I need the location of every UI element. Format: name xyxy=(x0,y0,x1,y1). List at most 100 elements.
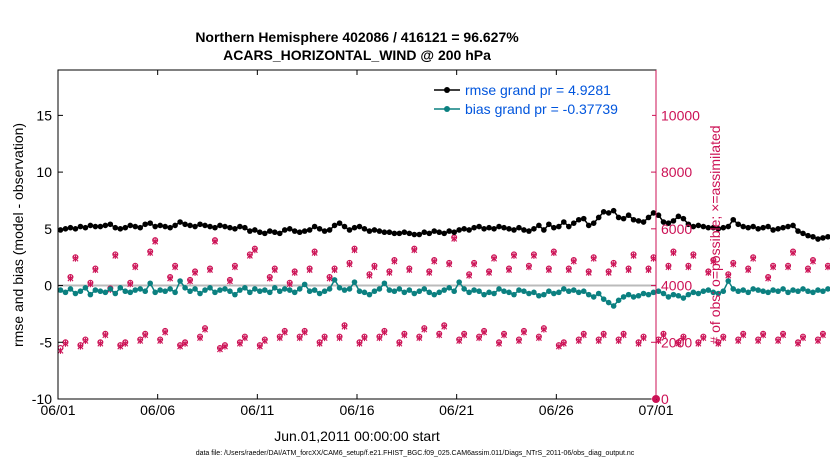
rmse-point xyxy=(351,224,358,231)
rmse-point xyxy=(137,224,144,231)
obs-assimilated-point xyxy=(311,249,318,257)
rmse-point xyxy=(321,228,328,234)
rmse-point xyxy=(361,226,368,232)
bias-point xyxy=(670,291,677,298)
obs-assimilated-point xyxy=(316,340,323,347)
rmse-point xyxy=(670,218,677,224)
bias-point xyxy=(605,299,612,306)
y-right-tick-label: 2000 xyxy=(661,334,692,350)
rmse-point xyxy=(715,226,722,232)
obs-assimilated-point xyxy=(426,269,433,276)
bias-point xyxy=(561,286,567,292)
rmse-point xyxy=(700,223,707,230)
bias-point xyxy=(306,288,313,295)
obs-assimilated-point xyxy=(271,266,278,274)
legend: rmse grand pr = 4.9281 bias grand pr = -… xyxy=(430,78,652,118)
bias-point xyxy=(750,286,756,292)
bias-point xyxy=(172,289,178,296)
bias-point xyxy=(57,287,64,293)
rmse-point xyxy=(750,223,756,230)
obs-assimilated-point xyxy=(625,266,632,274)
obs-assimilated-point xyxy=(585,269,592,276)
rmse-point xyxy=(620,215,627,222)
obs-assimilated-point xyxy=(431,258,438,265)
obs-assimilated-point xyxy=(236,340,243,347)
obs-assimilated-point xyxy=(286,281,293,288)
y-left-tick-label: 0 xyxy=(44,278,52,294)
bias-point xyxy=(580,288,587,295)
rmse-point xyxy=(451,229,457,236)
obs-assimilated-point xyxy=(446,261,453,268)
rmse-point xyxy=(172,222,178,229)
y-right-tick-label: 8000 xyxy=(661,164,692,180)
rmse-point xyxy=(152,223,158,230)
obs-assimilated-point xyxy=(376,334,383,342)
rmse-point xyxy=(511,227,517,233)
rmse-point xyxy=(565,223,572,230)
bias-point xyxy=(336,285,343,291)
obs-assimilated-point xyxy=(705,269,712,276)
bias-point xyxy=(162,288,168,295)
bias-point xyxy=(590,294,597,300)
bias-point xyxy=(615,297,622,304)
bias-point xyxy=(366,291,373,298)
bias-point xyxy=(177,278,183,284)
bias-point xyxy=(227,288,233,295)
obs-assimilated-point xyxy=(615,337,622,344)
obs-assimilated-point xyxy=(226,278,233,285)
obs-assimilated-point xyxy=(142,332,149,339)
obs-assimilated-point xyxy=(595,337,602,344)
bias-point xyxy=(770,287,776,293)
obs-assimilated-point xyxy=(57,347,64,354)
obs-assimilated-point xyxy=(515,337,522,344)
obs-assimilated-point xyxy=(62,340,69,347)
obs-assimilated-point xyxy=(456,337,463,344)
bias-point xyxy=(182,285,188,291)
obs-assimilated-point xyxy=(241,334,248,342)
rmse-point xyxy=(426,230,433,237)
obs-assimilated-point xyxy=(276,334,283,342)
obs-assimilated-point xyxy=(476,334,483,342)
obs-assimilated-point xyxy=(635,340,642,347)
bias-point xyxy=(262,287,268,293)
obs-assimilated-point xyxy=(675,340,682,347)
bias-point xyxy=(87,291,94,298)
rmse-point xyxy=(281,227,288,233)
obs-assimilated-point xyxy=(172,264,179,271)
rmse-point xyxy=(810,233,816,240)
x-tick-label: 07/01 xyxy=(638,402,673,418)
rmse-point xyxy=(107,221,114,228)
obs-assimilated-point xyxy=(530,252,537,259)
y-axis-right-label: # of obs: o=possible; ×=assimilated xyxy=(707,125,723,344)
obs-assimilated-point xyxy=(192,269,199,276)
rmse-point xyxy=(695,222,702,229)
obs-assimilated-point xyxy=(655,337,662,344)
rmse-point xyxy=(570,220,577,226)
rmse-point xyxy=(680,215,687,222)
bias-point xyxy=(516,287,522,293)
obs-assimilated-point xyxy=(72,255,79,262)
rmse-point xyxy=(710,224,717,231)
bias-point xyxy=(326,286,333,292)
rmse-point xyxy=(396,230,403,237)
chart-title-line2: ACARS_HORIZONTAL_WIND @ 200 hPa xyxy=(223,47,491,63)
rmse-point xyxy=(541,227,547,233)
obs-assimilated-point xyxy=(361,334,368,342)
obs-assimilated-point xyxy=(520,329,527,336)
rmse-point xyxy=(820,235,826,241)
obs-assimilated-point xyxy=(416,334,423,342)
rmse-point xyxy=(800,230,806,237)
bias-point xyxy=(486,289,492,296)
bias-point xyxy=(600,296,607,302)
obs-assimilated-point xyxy=(695,340,702,347)
bias-point xyxy=(102,289,109,296)
obs-assimilated-point xyxy=(331,266,338,274)
obs-assimilated-point xyxy=(525,264,532,271)
rmse-point xyxy=(775,226,781,232)
bias-point xyxy=(745,289,751,296)
obs-assimilated-point xyxy=(396,340,403,347)
rmse-point xyxy=(585,222,592,229)
rmse-point xyxy=(192,223,198,230)
obs-assimilated-point xyxy=(122,340,129,347)
rmse-point xyxy=(765,223,771,230)
